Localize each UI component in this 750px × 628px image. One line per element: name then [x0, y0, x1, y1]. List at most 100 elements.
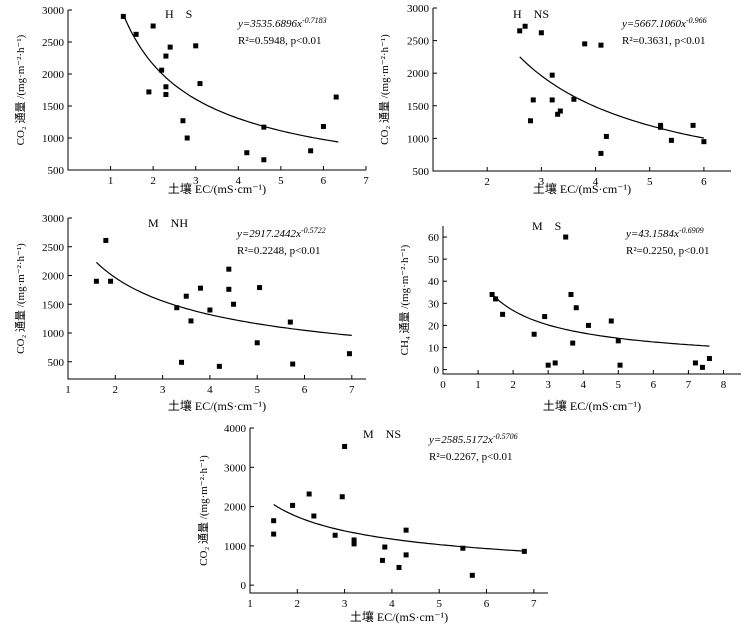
- x-tick-label: 6: [651, 379, 657, 391]
- x-tick-label: 1: [247, 598, 253, 610]
- x-tick-label: 6: [302, 384, 308, 396]
- data-point: [699, 364, 705, 370]
- x-tick-label: 6: [701, 176, 707, 188]
- data-point: [555, 111, 561, 117]
- x-axis-label: 土壤 EC/(mS·cm⁻¹): [543, 398, 641, 413]
- x-axis-label: 土壤 EC/(mS·cm⁻¹): [350, 609, 448, 624]
- data-point: [188, 318, 194, 324]
- x-axis-label: 土壤 EC/(mS·cm⁻¹): [533, 181, 631, 196]
- data-point: [103, 237, 109, 243]
- x-tick-label: 5: [278, 175, 284, 187]
- y-tick-label: 10: [428, 342, 440, 354]
- data-point: [585, 322, 591, 328]
- data-point: [261, 157, 267, 163]
- data-point: [701, 139, 707, 145]
- data-point: [146, 89, 152, 95]
- data-point: [167, 44, 173, 50]
- data-point: [658, 124, 664, 130]
- y-tick-label: 3000: [407, 3, 430, 15]
- y-tick-label: 2000: [407, 68, 430, 80]
- data-point: [403, 527, 409, 533]
- data-point: [521, 548, 527, 554]
- data-point: [193, 43, 199, 49]
- x-tick-label: 5: [616, 379, 622, 391]
- data-point: [396, 564, 402, 570]
- data-point: [159, 67, 165, 73]
- x-tick-label: 5: [436, 598, 442, 610]
- data-point: [552, 360, 558, 366]
- chart-panel-3: 1 2 3 4 5 6 7 500 1000 1500 2000 2500 3000 土壤 EC/(mS·…: [14, 213, 366, 413]
- x-tick-label: 5: [254, 384, 260, 396]
- x-tick-label: 3: [539, 176, 545, 188]
- fit-equation: y=43.1584x-0.6909: [625, 226, 704, 241]
- x-tick-label: 3: [545, 379, 551, 391]
- fit-curve: [273, 503, 525, 552]
- data-point: [528, 118, 534, 124]
- data-point: [668, 137, 674, 143]
- chart-panel-2: 2 3 4 5 6 500 1000 1500 2000 2500 3000 土壤 EC/(mS·cm…: [378, 3, 731, 196]
- x-tick-label: 4: [236, 175, 242, 187]
- data-point: [226, 266, 232, 272]
- panel-title: M S: [532, 219, 561, 233]
- data-point: [522, 23, 528, 29]
- x-tick-label: 4: [580, 379, 586, 391]
- x-tick-label: 7: [686, 379, 692, 391]
- y-axis-label: CO₂ 通量 /(mg·m⁻²·h⁻¹): [197, 455, 210, 566]
- x-tick-label: 2: [510, 379, 516, 391]
- x-tick-label: 1: [65, 384, 71, 396]
- x-tick-label: 3: [193, 175, 199, 187]
- panel-title: M NS: [363, 427, 401, 441]
- data-point: [690, 122, 696, 128]
- data-point: [261, 124, 267, 130]
- data-point: [271, 518, 277, 524]
- y-tick-label: 1000: [42, 328, 65, 340]
- fit-equation: y=5667.1060x-0.966: [621, 16, 707, 31]
- x-tick-label: 2: [484, 176, 490, 188]
- data-point: [180, 118, 186, 124]
- fit-curve: [95, 261, 352, 336]
- data-point: [308, 148, 314, 154]
- data-point: [207, 307, 213, 313]
- data-point: [568, 291, 574, 297]
- x-tick-label: 7: [363, 175, 369, 187]
- x-tick-label: 3: [342, 598, 348, 610]
- y-tick-label: 2500: [42, 242, 65, 254]
- y-tick-label: 0: [434, 365, 440, 377]
- data-point: [150, 23, 156, 29]
- y-tick-label: 3000: [42, 5, 65, 17]
- y-tick-label: 30: [428, 298, 440, 310]
- data-point: [320, 123, 326, 129]
- fit-equation: y=2917.2442x-0.5722: [236, 226, 326, 241]
- data-point: [545, 362, 551, 368]
- panel-title: H S: [165, 7, 192, 21]
- fit-curve: [491, 293, 710, 347]
- x-tick-label: 2: [113, 384, 119, 396]
- data-point: [93, 278, 99, 284]
- data-point: [603, 133, 609, 139]
- data-point: [500, 311, 506, 317]
- data-point: [163, 53, 169, 59]
- data-point: [460, 545, 466, 551]
- r-squared-label: R²=0.2267, p<0.01: [429, 451, 513, 463]
- y-tick-label: 1000: [407, 133, 430, 145]
- r-squared-label: R²=0.3631, p<0.01: [622, 35, 706, 47]
- y-tick-label: 1500: [407, 101, 430, 113]
- panel-title: M NH: [148, 216, 188, 230]
- data-point: [517, 28, 523, 34]
- x-tick-label: 8: [721, 379, 727, 391]
- x-tick-label: 2: [295, 598, 301, 610]
- x-tick-label: 7: [531, 598, 537, 610]
- y-axis-label: CH₄ 通量 /(mg·m⁻²·h⁻¹): [398, 244, 411, 355]
- x-axis-label: 土壤 EC/(mS·cm⁻¹): [168, 398, 266, 413]
- data-point: [179, 359, 185, 365]
- fit-curve: [122, 14, 339, 143]
- data-point: [231, 301, 237, 307]
- data-point: [549, 72, 555, 78]
- x-tick-label: 4: [593, 176, 599, 188]
- data-point: [244, 150, 250, 156]
- data-point: [163, 84, 169, 90]
- axes-line: [432, 8, 731, 172]
- data-point: [530, 97, 536, 103]
- data-point: [271, 531, 277, 537]
- y-tick-label: 500: [48, 357, 65, 369]
